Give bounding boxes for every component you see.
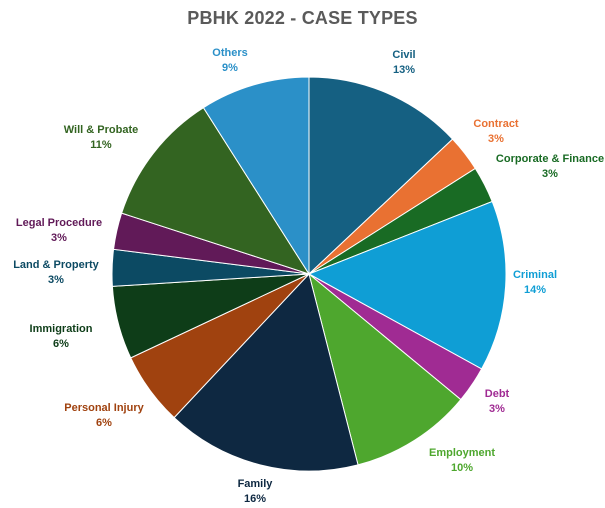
slice-label-civil: Civil [392, 49, 415, 61]
slices-layer [111, 76, 507, 472]
slice-pct-criminal: 14% [524, 284, 546, 296]
slice-label-immigration: Immigration [30, 323, 93, 335]
slice-label-contract: Contract [473, 118, 519, 130]
slice-pct-others: 9% [222, 62, 238, 74]
slice-pct-debt: 3% [489, 403, 505, 415]
slice-pct-family: 16% [244, 493, 266, 505]
slice-label-personal-injury: Personal Injury [64, 402, 144, 414]
slice-family [173, 272, 359, 472]
slice-pct-personal-injury: 6% [96, 417, 112, 429]
slice-label-employment: Employment [429, 447, 495, 459]
slice-will-probate [121, 106, 311, 275]
labels-layer: Civil 13% Contract 3% Corporate & Finance 3% C… [13, 47, 604, 505]
slice-pct-employment: 10% [451, 462, 473, 474]
slice-pct-will-probate: 11% [90, 139, 112, 151]
slice-others [202, 76, 310, 276]
slice-label-criminal: Criminal [513, 269, 557, 281]
slice-label-legal-procedure: Legal Procedure [16, 217, 102, 229]
slice-label-corporate-finance: Corporate & Finance [496, 153, 604, 165]
slice-label-family: Family [238, 478, 274, 490]
slice-pct-contract: 3% [488, 133, 504, 145]
chart-title: PBHK 2022 - CASE TYPES [187, 8, 418, 28]
slice-label-land-property: Land & Property [13, 259, 99, 271]
slice-label-others: Others [212, 47, 247, 59]
slice-pct-legal-procedure: 3% [51, 232, 67, 244]
slice-label-will-probate: Will & Probate [64, 124, 138, 136]
slice-label-debt: Debt [485, 388, 510, 400]
slice-pct-corporate-finance: 3% [542, 168, 558, 180]
slice-civil [308, 76, 454, 276]
slice-pct-civil: 13% [393, 64, 415, 76]
slice-pct-immigration: 6% [53, 338, 69, 350]
slice-criminal [307, 200, 507, 370]
slice-employment [308, 272, 462, 466]
slice-pct-land-property: 3% [48, 274, 64, 286]
